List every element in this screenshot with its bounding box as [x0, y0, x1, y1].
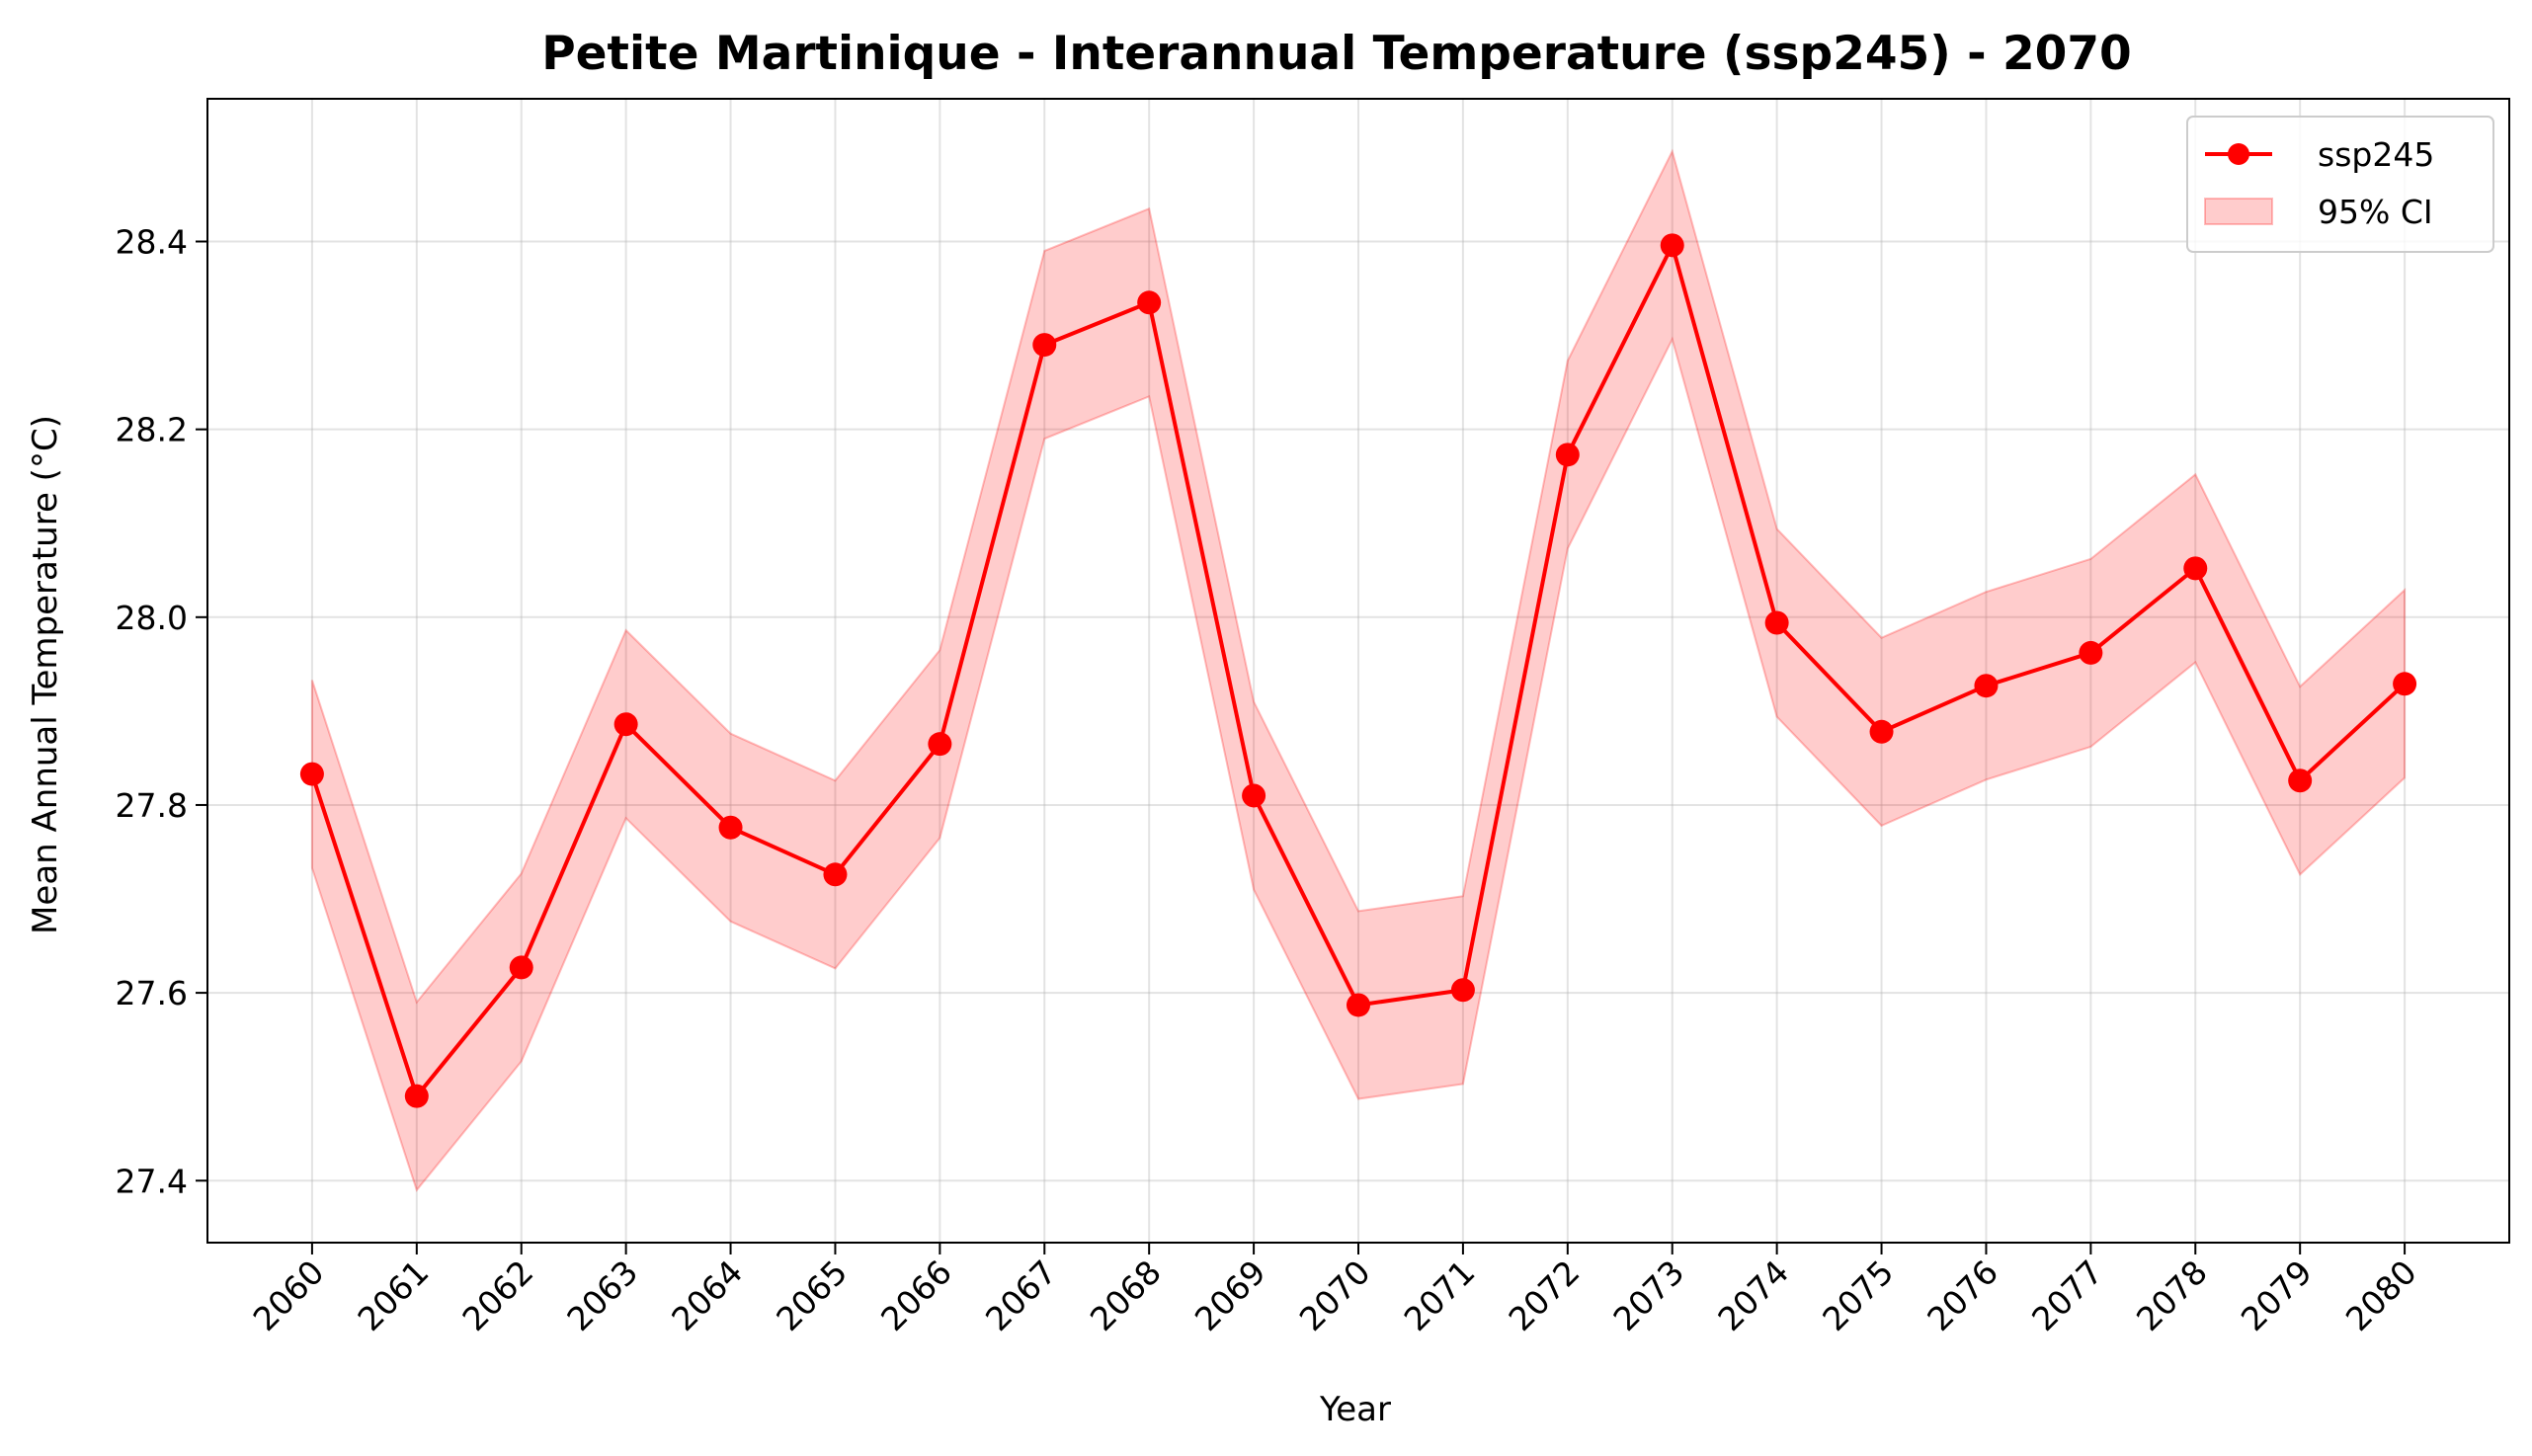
data-point: [613, 712, 638, 737]
data-point: [928, 732, 952, 757]
y-tick-label: 27.8: [116, 786, 188, 825]
data-point: [404, 1084, 429, 1108]
series-marker-layer: [299, 233, 2417, 1108]
legend-series-marker-swatch: [2228, 143, 2249, 165]
data-point: [823, 862, 848, 887]
legend: ssp245 95% CI: [2186, 116, 2494, 253]
data-point: [1450, 978, 1475, 1003]
data-point: [1137, 290, 1162, 315]
grid-layer: [207, 99, 2509, 1243]
data-point: [1555, 443, 1580, 467]
data-point: [1974, 674, 1999, 698]
data-point: [1764, 610, 1789, 635]
legend-box: [2186, 116, 2494, 253]
data-point: [509, 955, 533, 980]
legend-series-label: ssp245: [2318, 135, 2434, 174]
y-axis-label: Mean Annual Temperature (°C): [26, 415, 65, 934]
y-tick-label: 27.6: [116, 974, 188, 1012]
y-tick-label: 28.4: [116, 223, 188, 262]
data-point: [718, 815, 743, 840]
data-point: [2079, 640, 2103, 665]
confidence-band-area: [310, 148, 2407, 1192]
data-point: [2183, 556, 2208, 581]
data-point: [2288, 768, 2313, 793]
data-point: [2393, 672, 2417, 696]
y-tick-label: 28.2: [116, 411, 188, 449]
data-point: [1347, 993, 1370, 1017]
y-axis-ticks: 27.4 27.6 27.8 28.0 28.2 28.4: [116, 223, 207, 1200]
x-axis-label: Year: [1319, 1390, 1391, 1429]
y-tick-label: 28.0: [116, 599, 188, 637]
confidence-band-layer: [310, 148, 2407, 1192]
data-point: [1869, 719, 1894, 744]
y-tick-label: 27.4: [116, 1162, 188, 1200]
legend-band-label: 95% CI: [2318, 193, 2433, 231]
data-point: [1660, 233, 1684, 258]
legend-band-swatch: [2204, 198, 2273, 225]
data-point: [1242, 783, 1266, 808]
chart-title: Petite Martinique - Interannual Temperat…: [541, 27, 2132, 81]
data-point: [299, 762, 324, 786]
data-point: [1032, 333, 1057, 358]
